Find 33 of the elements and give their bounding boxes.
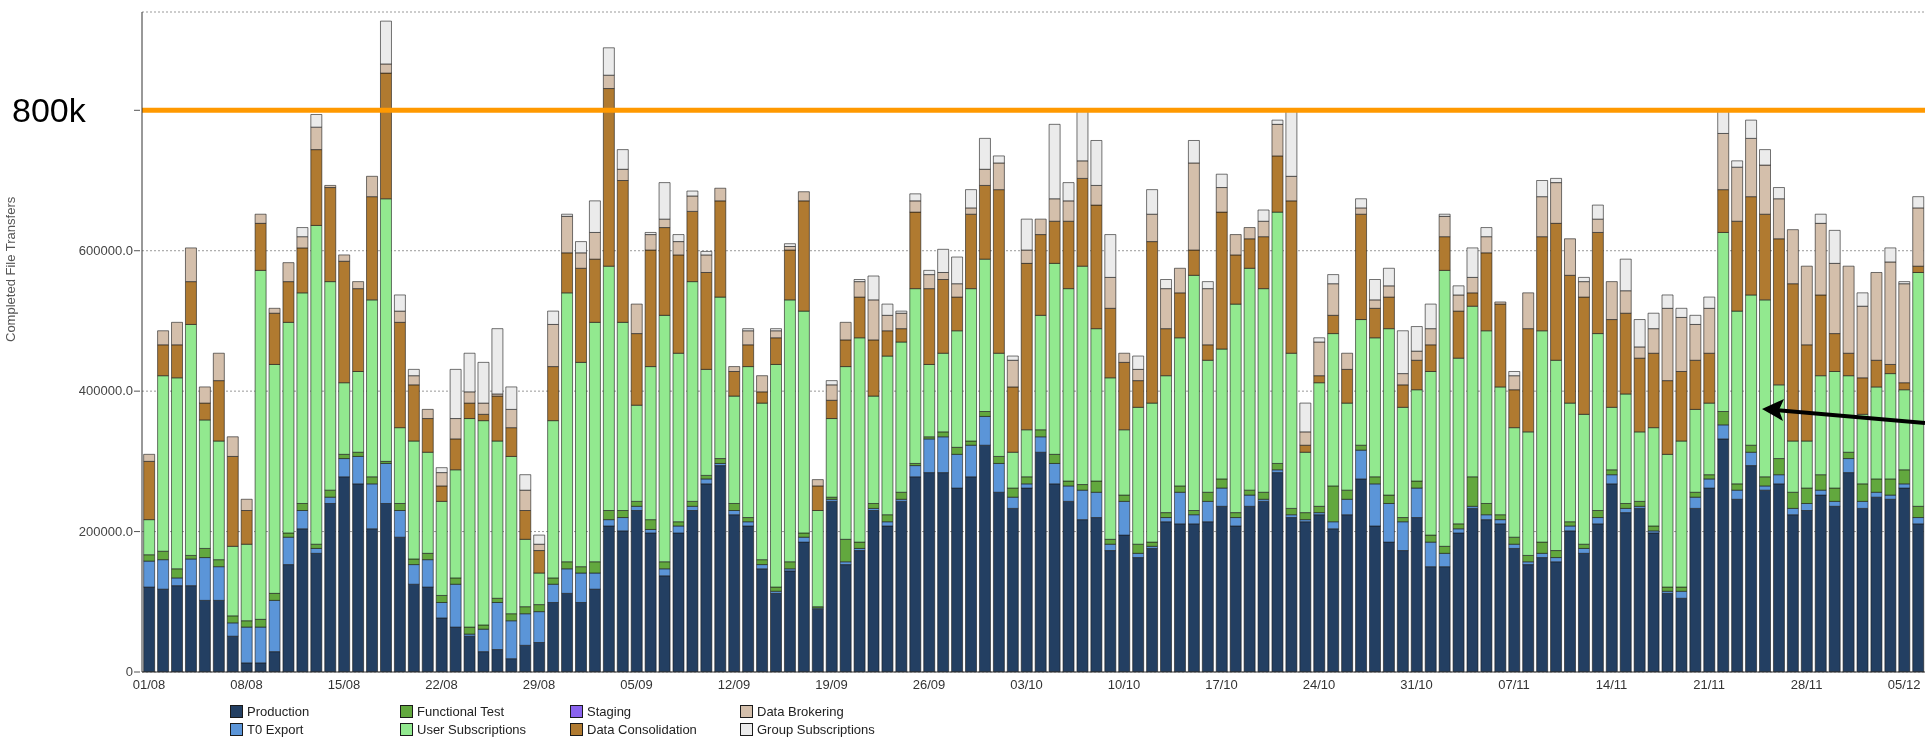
x-tick-label: 12/09	[717, 677, 751, 693]
x-tick-label: 21/11	[1693, 677, 1725, 693]
x-tick-label: 17/10	[1205, 677, 1238, 693]
y-tick-label: 600000.0	[78, 242, 133, 258]
x-tick-label: 19/09	[815, 677, 848, 693]
legend-label: Staging	[587, 703, 632, 719]
x-tick-label: 05/09	[620, 677, 653, 693]
x-tick-label: 07/11	[1498, 677, 1530, 693]
x-tick-label: 24/10	[1302, 677, 1336, 693]
legend-label: Production	[247, 703, 310, 719]
x-tick-label: 08/08	[230, 677, 263, 693]
y-tick-label: 0	[125, 664, 133, 679]
legend-label: Group Subscriptions	[757, 721, 875, 737]
x-tick-label: 29/08	[522, 677, 556, 693]
legend-label: Functional Test	[417, 703, 505, 719]
x-tick-label: 15/08	[327, 677, 361, 693]
x-tick-label: 10/10	[1107, 677, 1141, 693]
y-tick-label: 400000.0	[78, 383, 133, 399]
x-tick-label: 28/11	[1790, 677, 1823, 693]
x-tick-label: 14/11	[1595, 677, 1628, 693]
x-tick-label: 26/09	[912, 677, 946, 693]
y-axis-title: Completed File Transfers	[2, 196, 18, 342]
x-tick-label: 22/08	[425, 677, 458, 693]
legend-label: User Subscriptions	[417, 721, 527, 737]
legend-label: Data Consolidation	[587, 721, 697, 737]
legend-label: Data Brokering	[757, 703, 844, 719]
x-tick-label: 31/10	[1400, 677, 1433, 693]
x-tick-label: 05/12	[1887, 677, 1921, 693]
x-tick-label: 01/08	[132, 677, 166, 693]
ref-line-label: 800k	[12, 91, 87, 130]
x-tick-label: 03/10	[1010, 677, 1043, 693]
y-tick-label: 200000.0	[78, 523, 133, 539]
legend-label: T0 Export	[247, 721, 304, 737]
